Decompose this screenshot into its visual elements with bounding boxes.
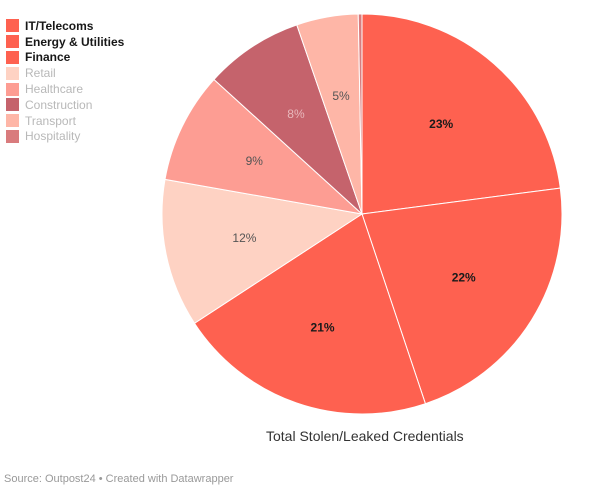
legend-label: IT/Telecoms [25, 18, 94, 33]
pie-slice [164, 78, 364, 215]
legend-item: Construction [6, 97, 124, 113]
slice-data-label: 22% [452, 271, 476, 285]
slice-data-label: 23% [429, 117, 453, 131]
slice-data-label: 12% [232, 231, 256, 245]
legend-swatch [6, 129, 19, 143]
pie-slice [361, 187, 563, 405]
legend-label: Healthcare [25, 82, 84, 97]
legend: IT/Telecoms Energy & Utilities Finance Reta… [6, 18, 124, 144]
legend-swatch [6, 66, 19, 80]
pie-slice [193, 213, 427, 415]
legend-swatch [6, 50, 19, 64]
legend-item: Finance [6, 50, 124, 66]
legend-item: Energy & Utilities [6, 34, 124, 50]
legend-swatch [6, 98, 19, 112]
legend-label: Transport [25, 113, 76, 128]
legend-label: Hospitality [25, 129, 81, 144]
slice-data-label: 21% [311, 320, 335, 334]
legend-item: Hospitality [6, 129, 124, 145]
legend-item: IT/Telecoms [6, 18, 124, 34]
pie-slice [357, 13, 363, 215]
legend-item: Retail [6, 65, 124, 81]
legend-swatch [6, 114, 19, 128]
pie-slice [161, 178, 364, 324]
legend-swatch [6, 35, 19, 49]
pie-slice [213, 24, 363, 215]
pie-slice [361, 13, 561, 215]
slice-data-label: 8% [287, 107, 305, 121]
chart-caption: Total Stolen/Leaked Credentials [266, 428, 464, 444]
legend-item: Transport [6, 113, 124, 129]
slice-data-label: 9% [246, 154, 264, 168]
legend-label: Construction [25, 97, 93, 112]
legend-label: Energy & Utilities [25, 34, 125, 49]
legend-label: Finance [25, 50, 71, 65]
source-note: Source: Outpost24 • Created with Datawra… [4, 473, 234, 485]
slice-data-label: 5% [332, 89, 350, 103]
legend-label: Retail [25, 66, 56, 81]
legend-item: Healthcare [6, 81, 124, 97]
legend-swatch [6, 19, 19, 33]
legend-swatch [6, 82, 19, 96]
